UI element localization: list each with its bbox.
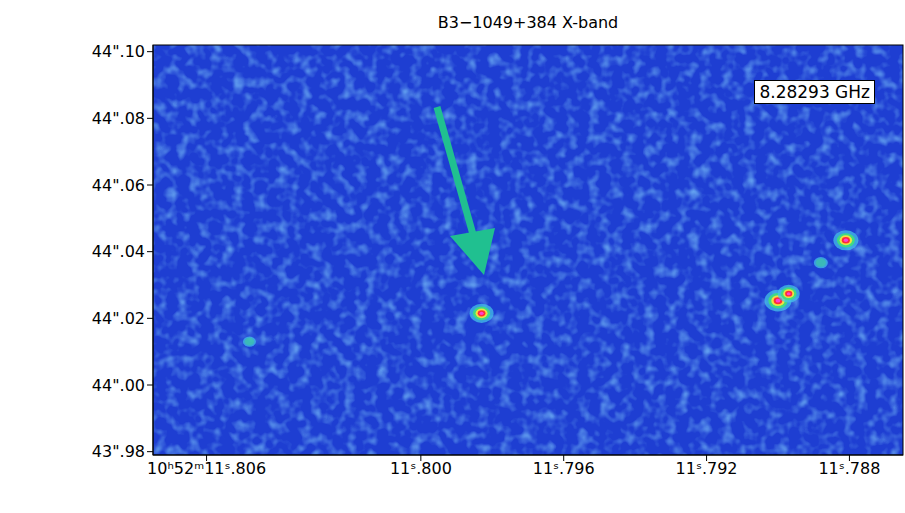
- svg-text:11ˢ.788: 11ˢ.788: [818, 459, 880, 478]
- svg-text:44".06: 44".06: [92, 176, 145, 195]
- html-text:8.28293 GHz: 8.28293 GHz: [759, 82, 870, 102]
- svg-text:43".98: 43".98: [92, 442, 145, 461]
- svg-text:44".00: 44".00: [92, 376, 145, 395]
- svg-text:10ʰ52ᵐ11ˢ.806: 10ʰ52ᵐ11ˢ.806: [147, 459, 266, 478]
- svg-text:11ˢ.800: 11ˢ.800: [390, 459, 452, 478]
- svg-text:44".10: 44".10: [92, 42, 145, 61]
- svg-text:44".04: 44".04: [92, 242, 145, 261]
- svg-text:11ˢ.792: 11ˢ.792: [676, 459, 738, 478]
- svg-text:44".02: 44".02: [92, 309, 145, 328]
- svg-text:44".08: 44".08: [92, 109, 145, 128]
- svg-text:B3−1049+384 X-band: B3−1049+384 X-band: [438, 13, 619, 32]
- svg-text:11ˢ.796: 11ˢ.796: [533, 459, 595, 478]
